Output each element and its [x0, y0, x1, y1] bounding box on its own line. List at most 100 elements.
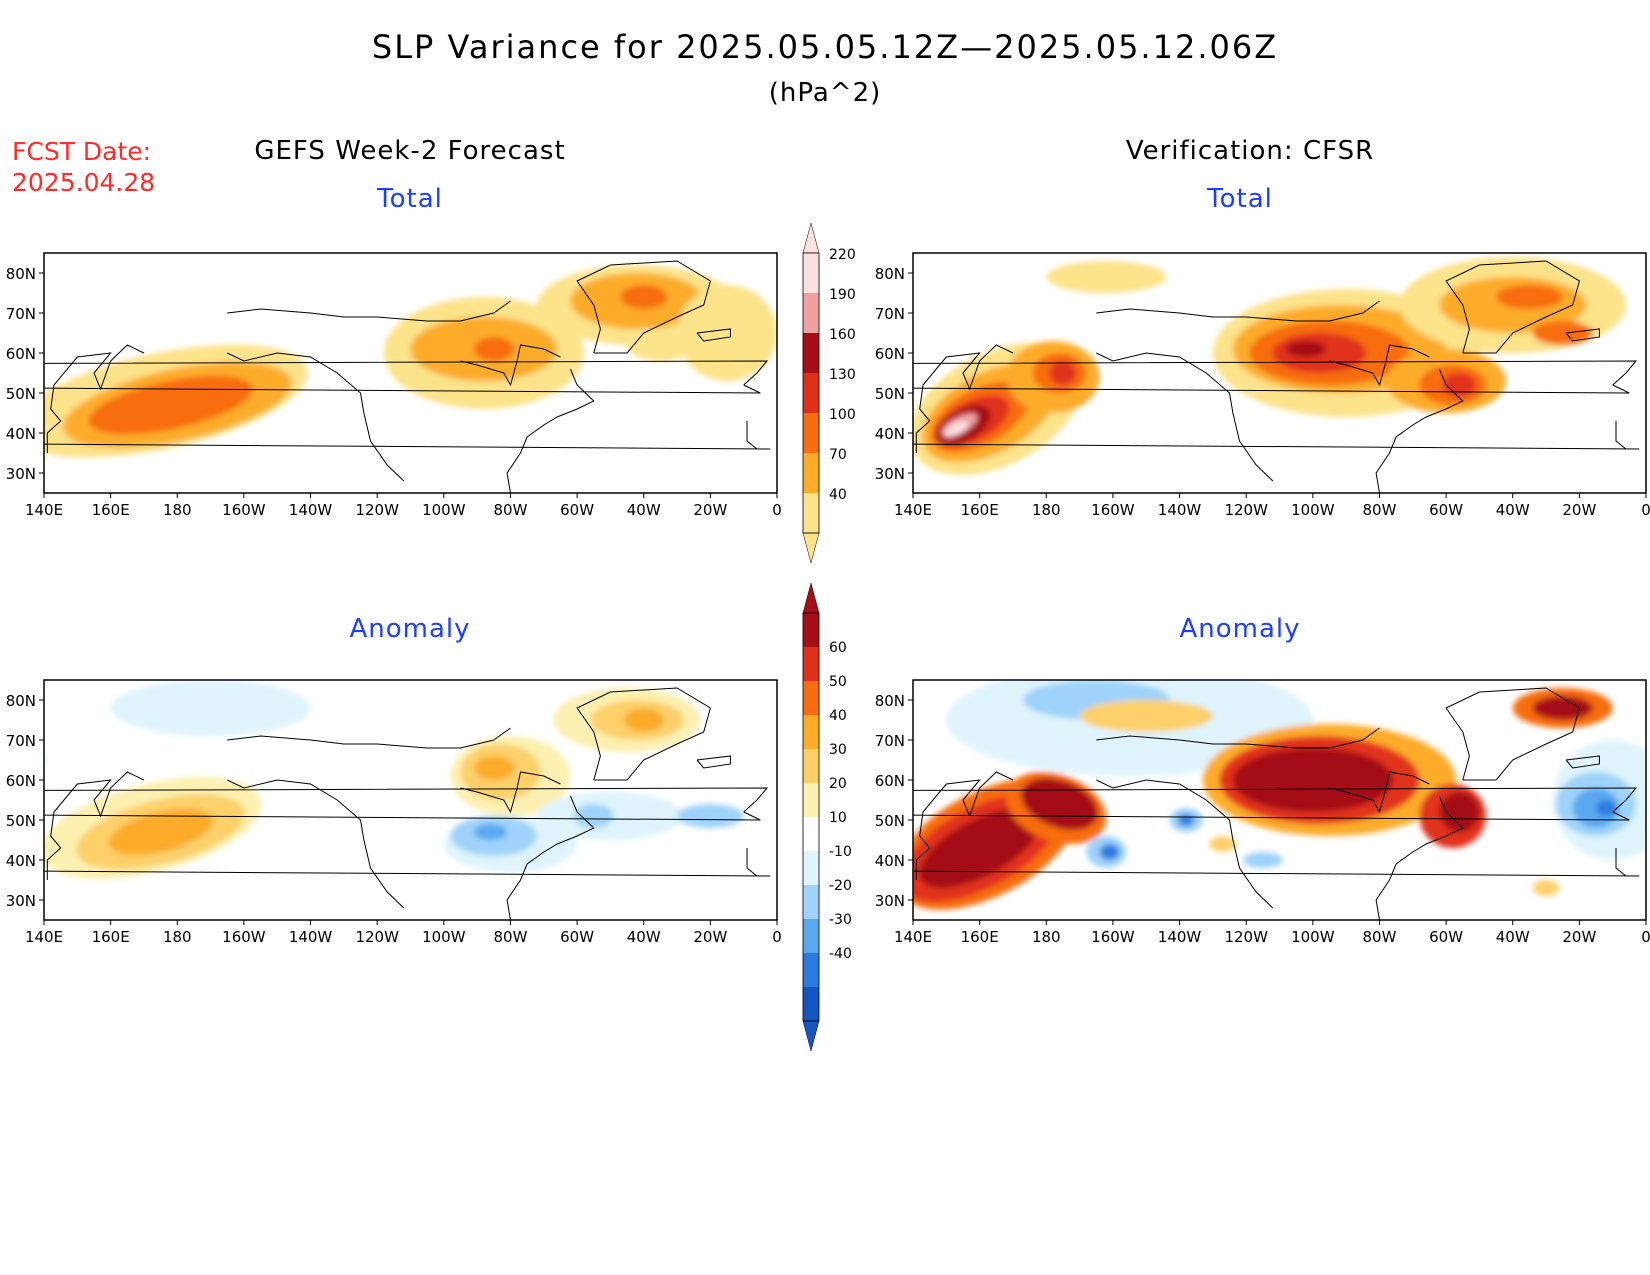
coastlines — [913, 260, 1640, 493]
colorbar-swatch — [803, 413, 819, 453]
shaded-region — [1242, 852, 1283, 868]
shaded-region — [108, 808, 213, 856]
colorbar-arrow-top — [802, 582, 820, 614]
colorbar-swatch — [803, 783, 819, 817]
shaded-region — [1532, 696, 1593, 720]
colorbar-swatch — [803, 885, 819, 919]
lon-tick-label: 160W — [1091, 928, 1135, 946]
lon-tick-label: 60W — [560, 501, 594, 519]
lon-tick-label: 20W — [693, 928, 727, 946]
colorbar-swatch — [803, 253, 819, 293]
lon-tick-label: 100W — [422, 501, 466, 519]
lon-tick-label: 20W — [1562, 928, 1596, 946]
lat-tick-label: 70N — [875, 305, 905, 323]
lat-tick-label: 60N — [6, 345, 36, 363]
lon-tick-label: 120W — [1224, 928, 1268, 946]
colorbar-swatch — [803, 715, 819, 749]
colorbar-tick-label: 190 — [829, 287, 856, 303]
shaded-region — [1286, 341, 1327, 357]
lon-tick-label: 60W — [1429, 501, 1463, 519]
lat-tick-label: 40N — [6, 425, 36, 443]
lat-tick-label: 70N — [875, 732, 905, 750]
lon-tick-label: 0 — [1641, 501, 1650, 519]
colorbar-swatch — [803, 493, 819, 533]
lon-tick-label: 20W — [693, 501, 727, 519]
coastline-path — [460, 344, 561, 387]
lon-tick-label: 60W — [1429, 928, 1463, 946]
colorbar-swatch — [803, 817, 819, 851]
shaded-region — [473, 824, 508, 840]
right-column-header: Verification: CFSR — [1125, 136, 1375, 166]
lat-tick-label: 40N — [875, 425, 905, 443]
coastline-path — [227, 779, 405, 909]
forecast-date-value: 2025.04.28 — [12, 168, 156, 197]
colorbar-tick-label: 160 — [829, 327, 856, 343]
coastline-path — [227, 727, 511, 749]
lat-tick-label: 40N — [6, 852, 36, 870]
anomaly-colorbar: 60 50 40 30 20 10 -10 -20 -30 -40 — [802, 582, 852, 1052]
shading-layer — [913, 257, 1627, 476]
colorbar-swatch — [803, 987, 819, 1021]
colorbar-arrow-bottom — [802, 1020, 820, 1052]
lon-tick-label: 40W — [1496, 928, 1530, 946]
lat-tick-label: 30N — [875, 465, 905, 483]
lat-tick-label: 80N — [875, 692, 905, 710]
colorbar-arrow-bottom — [802, 532, 820, 564]
colorbar-tick-label: 50 — [829, 674, 847, 690]
lat-tick-label: 30N — [6, 465, 36, 483]
lon-tick-label: 140W — [289, 501, 333, 519]
coastline-path — [1565, 328, 1600, 342]
lon-tick-label: 100W — [1291, 501, 1335, 519]
coastline-path — [460, 771, 561, 814]
shading-layer — [913, 680, 1646, 910]
colorbar-tick-label: 30 — [829, 742, 847, 758]
shaded-region — [1572, 788, 1620, 828]
lon-tick-label: 160E — [961, 928, 999, 946]
coastline-path — [46, 771, 145, 880]
shaded-region — [1532, 880, 1560, 896]
lon-tick-label: 40W — [627, 928, 661, 946]
lon-tick-label: 140E — [894, 501, 932, 519]
lon-tick-label: 80W — [1362, 501, 1396, 519]
coastline-path — [1096, 779, 1274, 909]
lat-tick-label: 80N — [875, 265, 905, 283]
colorbar-tick-label: 60 — [829, 640, 847, 656]
coastline-path — [1096, 300, 1380, 322]
shaded-region — [627, 329, 694, 361]
lat-tick-label: 60N — [6, 772, 36, 790]
shaded-region — [1046, 261, 1167, 293]
shaded-region — [110, 680, 311, 736]
lon-tick-label: 0 — [1641, 928, 1650, 946]
colorbar-tick-label: 40 — [829, 708, 847, 724]
shaded-region — [473, 337, 514, 361]
lat-tick-label: 30N — [6, 892, 36, 910]
coastline-path — [913, 787, 1638, 821]
lat-tick-label: 30N — [875, 892, 905, 910]
units-label: (hPa^2) — [768, 78, 882, 108]
lat-tick-label: 70N — [6, 305, 36, 323]
coastline-path — [913, 848, 1640, 877]
colorbar-tick-label: 100 — [829, 407, 856, 423]
colorbar-swatch — [803, 373, 819, 413]
lon-tick-label: 0 — [772, 501, 782, 519]
shaded-region — [1596, 800, 1617, 816]
coastline-path — [576, 687, 711, 781]
lat-tick-label: 50N — [6, 812, 36, 830]
lon-tick-label: 60W — [560, 928, 594, 946]
panel-title-total-left: Total — [377, 184, 443, 214]
coastline-path — [913, 421, 1640, 450]
lon-tick-label: 80W — [493, 501, 527, 519]
coastline-path — [1329, 771, 1430, 814]
coastline-path — [44, 848, 771, 877]
colorbar-swatch — [803, 293, 819, 333]
coastline-path — [506, 795, 595, 920]
lat-tick-label: 50N — [6, 385, 36, 403]
lat-tick-label: 50N — [875, 385, 905, 403]
shaded-region — [1439, 792, 1480, 832]
colorbar-tick-label: -30 — [829, 912, 852, 928]
colorbar-swatch — [803, 851, 819, 885]
map-frame — [912, 679, 1647, 921]
shaded-region — [677, 285, 777, 381]
coastline-path — [915, 771, 1014, 880]
